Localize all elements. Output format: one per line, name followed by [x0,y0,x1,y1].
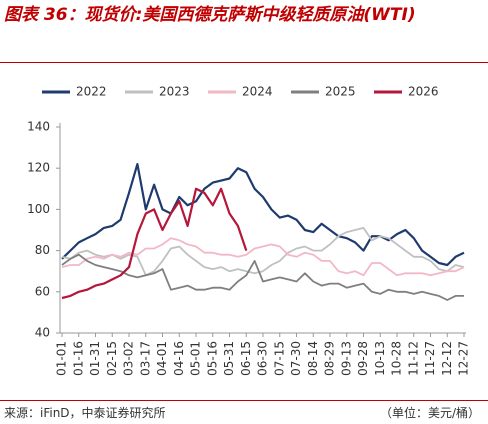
x-tick-label: 09-28 [356,341,370,376]
chart-title: 图表 36：现货价:美国西德克萨斯中级轻质原油(WTI) [4,5,416,25]
x-tick-label: 01-31 [88,341,102,376]
legend-label: 2024 [242,85,273,99]
x-tick-label: 05-16 [205,341,219,376]
x-tick-label: 01-01 [55,341,69,376]
x-tick-label: 11-27 [423,341,437,376]
x-tick-label: 07-15 [272,341,286,376]
x-tick-label: 10-28 [390,341,404,376]
y-tick-label: 80 [35,243,50,257]
x-tick-label: 07-30 [289,341,303,376]
legend-label: 2023 [159,85,190,99]
series-line [61,187,248,300]
x-tick-label: 09-13 [339,341,353,376]
legend-label: 2026 [408,85,439,99]
x-tick-label: 04-01 [155,341,169,376]
legend-label: 2022 [76,85,107,99]
y-tick-label: 60 [35,284,50,298]
x-tick-label: 06-15 [239,341,253,376]
series-line [61,253,464,301]
x-tick-label: 11-12 [406,341,420,376]
x-tick-label: 05-01 [189,341,203,376]
unit-note: （单位：美元/桶） [379,406,480,420]
y-tick-label: 100 [27,202,50,216]
divider [0,62,488,63]
series-line [61,227,465,277]
divider [0,400,488,401]
x-tick-label: 12-12 [440,341,454,376]
y-tick-label: 40 [35,326,50,340]
x-tick-label: 03-17 [138,341,152,376]
y-tick-label: 140 [27,120,50,134]
x-tick-label: 02-15 [105,341,119,376]
series-line [61,163,465,267]
x-tick-label: 04-16 [172,341,186,376]
legend-label: 2025 [325,85,356,99]
x-tick-label: 06-30 [256,341,270,376]
y-tick-label: 120 [27,161,50,175]
x-tick-label: 08-29 [323,341,337,376]
x-tick-label: 01-16 [71,341,85,376]
x-tick-label: 10-13 [373,341,387,376]
source-note: 来源：iFinD，中泰证券研究所 [4,406,166,420]
x-tick-label: 08-14 [306,341,320,376]
x-tick-label: 05-31 [222,341,236,376]
x-tick-label: 03-02 [122,341,136,376]
series-line [61,237,465,277]
x-tick-label: 12-27 [457,341,471,376]
